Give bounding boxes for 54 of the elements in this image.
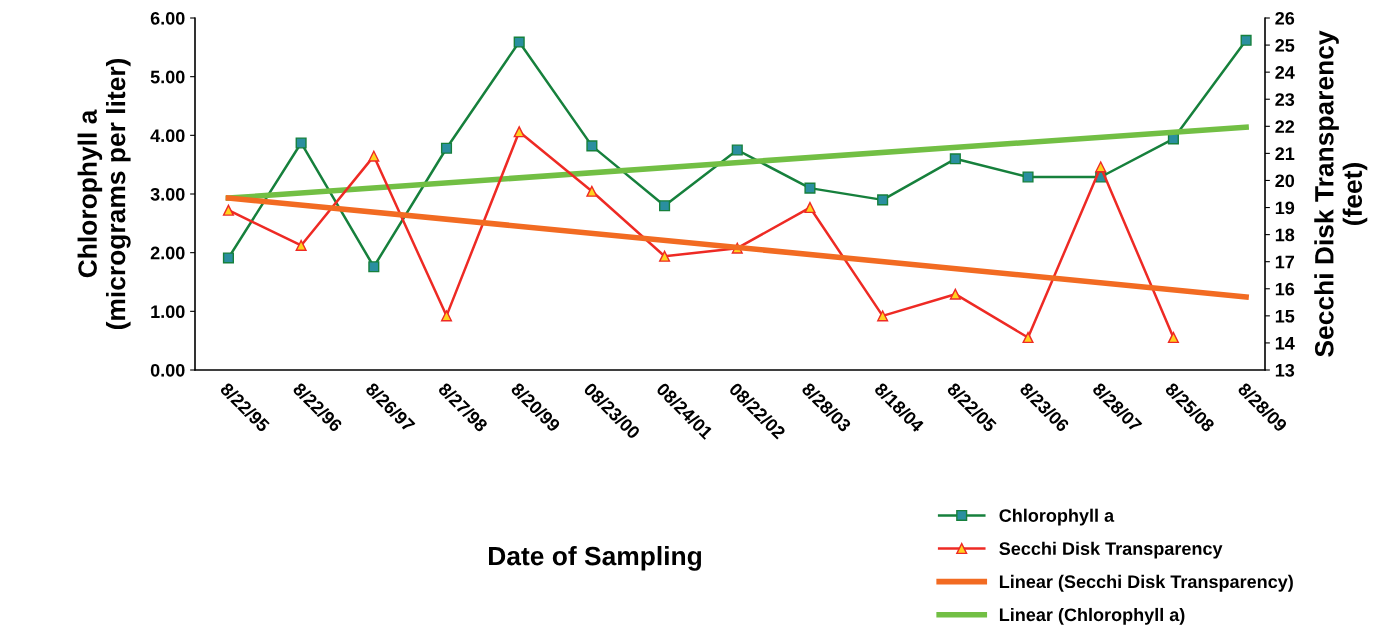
y2-tick-label: 22 <box>1275 120 1295 133</box>
legend-label: Secchi Disk Transparency <box>999 541 1223 559</box>
point <box>949 153 961 165</box>
point <box>804 201 816 214</box>
point <box>586 140 598 152</box>
y2-tick-label: 26 <box>1275 11 1295 25</box>
y2-tick-label: 15 <box>1275 309 1295 323</box>
legend-label: Chlorophyll a <box>999 508 1115 526</box>
point <box>877 194 889 206</box>
legend-label: Linear (Secchi Disk Transparency) <box>999 574 1293 592</box>
point <box>440 142 453 154</box>
point <box>222 204 234 216</box>
y2-axis-title: Secchi Disk Transparency (feet) <box>1314 30 1368 357</box>
point <box>877 310 889 322</box>
y2-tick-label: 19 <box>1275 201 1295 215</box>
point <box>586 185 598 197</box>
point <box>659 200 671 212</box>
y2-tick-label: 20 <box>1275 174 1295 188</box>
point <box>440 310 453 322</box>
point <box>222 252 234 264</box>
point <box>368 150 380 162</box>
y2-tick-label: 17 <box>1275 255 1295 269</box>
point <box>1022 331 1034 344</box>
y2-tick-label: 21 <box>1275 147 1295 160</box>
point <box>949 288 961 300</box>
y2-tick-label: 18 <box>1275 228 1295 242</box>
point <box>731 144 743 156</box>
y-tick-label: 4.00 <box>150 129 185 143</box>
y-tick-label: 2.00 <box>150 246 185 260</box>
point <box>295 239 307 252</box>
point <box>1022 171 1034 183</box>
point <box>659 250 671 262</box>
y2-tick-label: 16 <box>1275 282 1295 296</box>
y-tick-label: 0.00 <box>150 363 185 377</box>
point <box>295 137 307 149</box>
y2-tick-label: 13 <box>1275 363 1295 377</box>
y-tick-label: 5.00 <box>150 70 185 84</box>
y2-tick-label: 25 <box>1275 39 1295 52</box>
y2-tick-label: 14 <box>1275 337 1295 350</box>
y-tick-label: 3.00 <box>150 187 185 201</box>
y2-tick-label: 23 <box>1275 93 1295 106</box>
y-tick-label: 1.00 <box>151 305 185 319</box>
point <box>368 261 380 273</box>
x-axis-title: Date of Sampling <box>489 546 702 571</box>
point <box>804 182 816 194</box>
y-tick-label: 6.00 <box>150 11 185 25</box>
point <box>513 126 525 138</box>
point <box>1167 331 1179 344</box>
point <box>1240 34 1252 46</box>
legend-label: Linear (Chlorophyll a) <box>999 607 1185 625</box>
point <box>513 36 525 48</box>
point <box>1095 161 1107 173</box>
y2-tick-label: 24 <box>1275 66 1295 79</box>
y-axis-title: Chlorophyll a (micrograms per liter) <box>77 58 131 330</box>
